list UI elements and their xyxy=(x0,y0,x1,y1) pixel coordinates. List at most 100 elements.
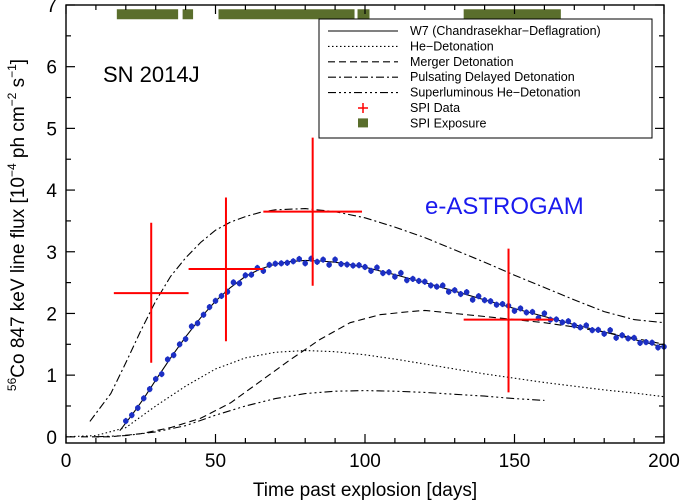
e-astrogam-point xyxy=(326,261,332,268)
spi-exposure-bar xyxy=(182,9,194,20)
legend: W7 (Chandrasekhar−Deflagration)He−Detona… xyxy=(318,18,653,139)
e-astrogam-point xyxy=(655,344,661,351)
e-astrogam-point xyxy=(242,272,249,279)
e-astrogam-point xyxy=(571,322,578,329)
x-tick-label: 0 xyxy=(61,451,72,472)
e-astrogam-point xyxy=(164,356,171,363)
e-astrogam-point xyxy=(613,334,619,341)
e-astrogam-point xyxy=(463,289,470,295)
y-tick-label: 1 xyxy=(46,366,57,387)
e-astrogam-point xyxy=(475,293,482,299)
x-axis-title: Time past explosion [days] xyxy=(253,480,477,501)
legend-label: SPI Exposure xyxy=(410,116,486,130)
e-astrogam-point xyxy=(649,339,655,346)
spi-exposure-bar xyxy=(218,9,355,20)
e-astrogam-point xyxy=(182,336,189,342)
spi-data-points xyxy=(113,137,554,393)
legend-label: Superluminous He−Detonation xyxy=(410,86,581,100)
e-astrogam-point xyxy=(487,298,494,305)
e-astrogam-points xyxy=(123,255,667,425)
e-astrogam-point xyxy=(553,316,560,323)
e-astrogam-point xyxy=(565,318,572,325)
e-astrogam-point xyxy=(583,322,590,329)
e-astrogam-point xyxy=(637,340,643,346)
e-astrogam-point xyxy=(529,309,536,315)
e-astrogam-point xyxy=(404,277,410,283)
e-astrogam-point xyxy=(445,288,452,295)
x-tick-label: 50 xyxy=(205,451,226,472)
e-astrogam-point xyxy=(511,308,518,314)
y-tick-label: 0 xyxy=(46,428,57,449)
e-astrogam-point xyxy=(368,268,374,274)
e-astrogam-point xyxy=(427,282,434,289)
e-astrogam-point xyxy=(416,278,422,284)
e-astrogam-point xyxy=(386,269,392,275)
e-astrogam-point xyxy=(499,301,506,307)
e-astrogam-point xyxy=(356,262,362,269)
e-astrogam-point xyxy=(296,256,303,262)
e-astrogam-point xyxy=(619,332,625,339)
e-astrogam-point xyxy=(128,412,135,418)
e-astrogam-point xyxy=(320,256,326,263)
e-astrogam-point xyxy=(266,262,273,268)
e-astrogam-point xyxy=(631,335,637,341)
e-astrogam-point xyxy=(451,287,458,294)
e-astrogam-point xyxy=(469,296,476,303)
y-tick-label: 2 xyxy=(46,304,57,325)
e-astrogam-point xyxy=(176,341,183,348)
y-tick-label: 6 xyxy=(46,58,57,79)
e-astrogam-point xyxy=(589,327,596,333)
legend-box xyxy=(318,18,653,139)
e-astrogam-point xyxy=(380,270,386,276)
spi-exposure-bar xyxy=(357,9,370,20)
e-astrogam-point xyxy=(577,324,584,331)
e-astrogam-point xyxy=(350,262,356,269)
e-astrogam-point xyxy=(134,405,141,411)
e-astrogam-point xyxy=(344,261,350,268)
e-astrogam-point xyxy=(314,259,320,265)
e-astrogam-point xyxy=(236,280,243,287)
spi-exposure-bar xyxy=(116,9,179,20)
e-astrogam-point xyxy=(272,260,279,267)
e-astrogam-point xyxy=(218,293,225,299)
axis-ticks xyxy=(65,4,665,443)
legend-label: W7 (Chandrasekhar−Deflagration) xyxy=(410,24,601,38)
chart-title: SN 2014J xyxy=(103,62,200,87)
e-astrogam-point xyxy=(643,339,649,345)
spi-exposure-bars xyxy=(116,9,561,20)
e-astrogam-point xyxy=(433,283,440,290)
e-astrogam-point xyxy=(248,271,255,278)
legend-label: Merger Detonation xyxy=(410,55,514,69)
e-astrogam-point xyxy=(541,310,548,317)
legend-label: Pulsating Delayed Detonation xyxy=(410,70,575,84)
e-astrogam-point xyxy=(410,276,416,282)
e-astrogam-point xyxy=(146,386,153,392)
curve-dashdotdotdot xyxy=(95,390,545,438)
e-astrogam-point xyxy=(170,352,177,358)
e-astrogam-point xyxy=(140,395,147,402)
curve-dashed xyxy=(81,309,665,438)
e-astrogam-point xyxy=(278,260,285,267)
legend-label: SPI Data xyxy=(410,101,460,115)
curve-solid xyxy=(119,259,665,432)
legend-marker-spi-exposure xyxy=(358,118,368,128)
e-astrogam-point xyxy=(439,282,446,289)
e-astrogam-point xyxy=(194,320,201,327)
y-tick-label: 4 xyxy=(46,181,57,202)
e-astrogam-point xyxy=(517,305,524,312)
e-astrogam-point xyxy=(338,261,344,267)
e-astrogam-point xyxy=(200,311,207,318)
axis-tick-labels: 0 50 100 150 200 0 1 2 3 4 5 6 7 xyxy=(46,0,679,472)
e-astrogam-point xyxy=(212,298,219,304)
e-astrogam-point xyxy=(398,270,404,276)
y-tick-label: 5 xyxy=(46,119,57,140)
y-tick-label: 3 xyxy=(46,243,57,264)
e-astrogam-point xyxy=(493,301,500,308)
y-axis-title: 56Co 847 keV line flux [10−4 ph cm−2 s−1… xyxy=(5,59,29,391)
x-tick-label: 100 xyxy=(349,451,381,472)
e-astrogam-point xyxy=(422,278,428,285)
e-astrogam-point xyxy=(206,304,213,310)
e-astrogam-point xyxy=(481,297,488,304)
e-astrogam-point xyxy=(123,418,129,424)
